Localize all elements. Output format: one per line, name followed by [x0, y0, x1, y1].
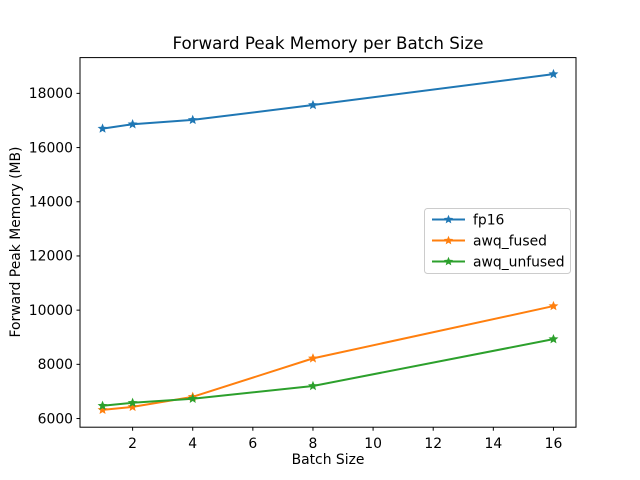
- data-point-marker-awq_unfused: [187, 393, 198, 403]
- x-tick-label: 12: [424, 436, 442, 452]
- data-point-marker-fp16: [127, 119, 138, 129]
- data-point-marker-awq_fused: [127, 401, 138, 412]
- chart-title: Forward Peak Memory per Batch Size: [172, 33, 483, 53]
- y-axis-label: Forward Peak Memory (MB): [8, 147, 24, 338]
- x-tick-label: 14: [484, 436, 502, 452]
- y-tick-label: 14000: [29, 195, 73, 211]
- data-point-marker-fp16: [187, 114, 198, 125]
- x-tick-label: 4: [188, 436, 197, 452]
- x-tick-label: 10: [364, 436, 382, 452]
- legend-sample-marker: [443, 235, 454, 245]
- x-tick-label: 8: [309, 436, 318, 452]
- series-line-awq_fused: [101, 305, 555, 411]
- x-axis-label: Batch Size: [292, 452, 365, 468]
- legend-label-fp16: fp16: [473, 212, 504, 228]
- y-tick-label: 8000: [38, 357, 73, 373]
- data-point-marker-awq_fused: [308, 353, 318, 363]
- data-point-marker-awq_unfused: [308, 380, 318, 391]
- series-line-awq_unfused: [101, 338, 555, 407]
- legend-label-awq_fused: awq_fused: [473, 233, 547, 249]
- y-tick-label: 18000: [29, 86, 73, 102]
- data-point-marker-fp16: [97, 123, 108, 133]
- legend-box: [424, 208, 571, 274]
- legend: fp16 awq_fused awq_unfused: [424, 208, 571, 274]
- data-point-marker-fp16: [548, 68, 559, 79]
- legend-sample-marker: [443, 256, 454, 266]
- data-point-marker-awq_unfused: [548, 333, 559, 344]
- legend-label-awq_unfused: awq_unfused: [473, 254, 565, 270]
- data-point-marker-awq_unfused: [97, 400, 108, 410]
- x-tick-label: 6: [248, 436, 257, 452]
- data-point-marker-awq_fused: [548, 300, 559, 311]
- y-tick-label: 10000: [29, 303, 73, 319]
- y-tick-label: 12000: [29, 249, 73, 265]
- y-tick-label: 6000: [38, 411, 73, 427]
- data-point-marker-fp16: [308, 99, 318, 110]
- plot-area: 2 4 6 8 10 12 14 16 6000 8000 10000 12000 14000 16000…: [29, 57, 577, 452]
- x-tick-label: 2: [128, 436, 137, 452]
- series-line-fp16: [101, 73, 555, 130]
- y-tick-label: 16000: [29, 140, 73, 156]
- x-tick-label: 16: [545, 436, 563, 452]
- plot-border: [79, 57, 577, 428]
- data-point-marker-awq_fused: [97, 404, 108, 415]
- legend-sample-marker: [443, 214, 454, 224]
- data-point-marker-awq_unfused: [127, 397, 138, 408]
